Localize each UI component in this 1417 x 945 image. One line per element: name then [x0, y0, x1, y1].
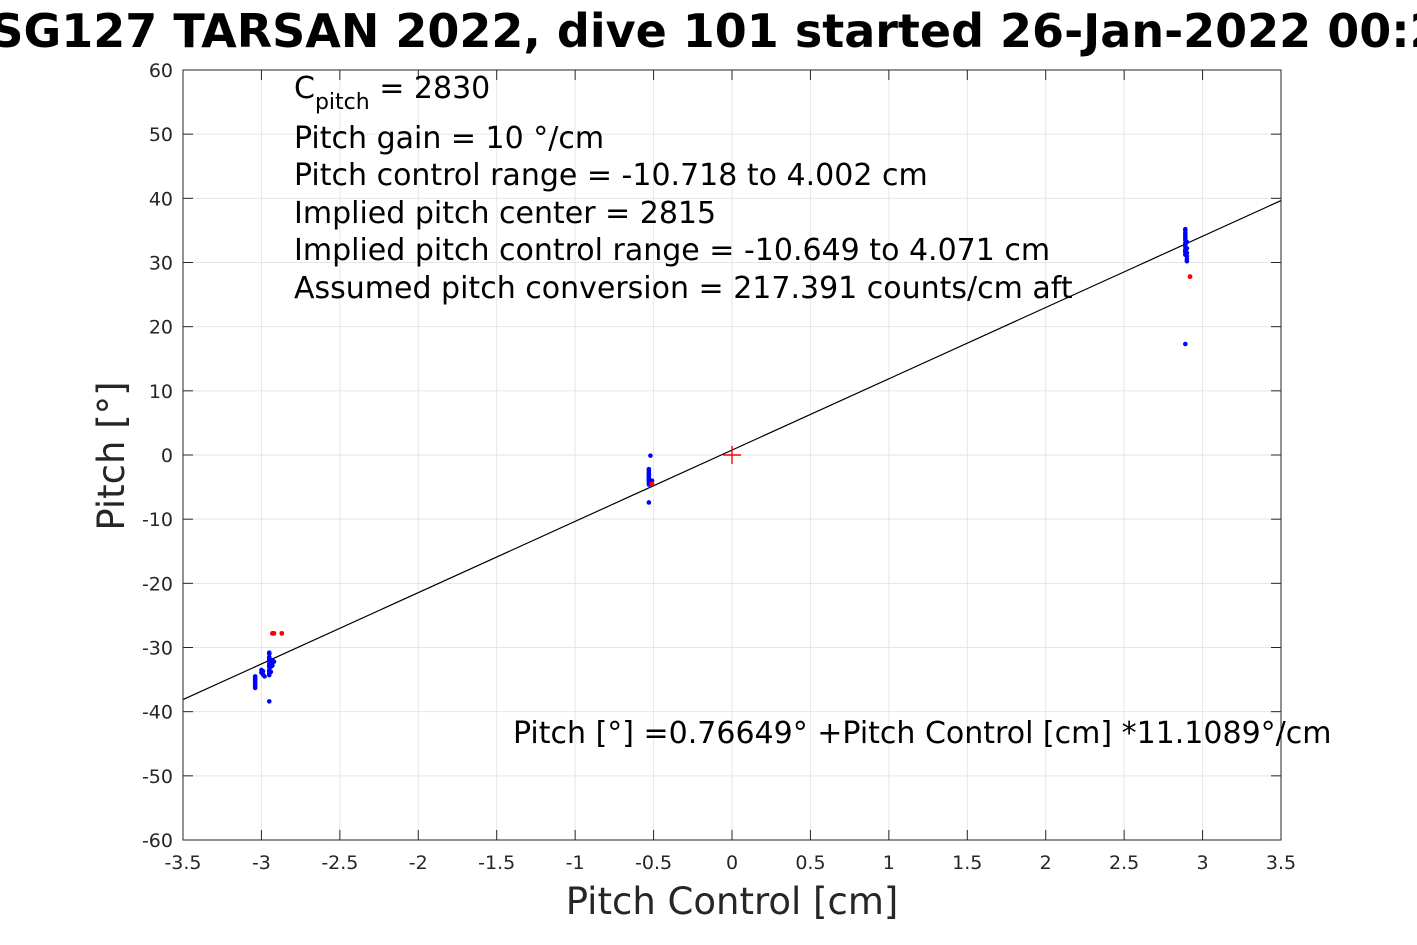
y-tick-label: -20 [142, 573, 173, 595]
axes [182, 69, 1282, 841]
blue-data-point [252, 677, 258, 682]
y-tick-label: 0 [161, 445, 173, 467]
red-data-point [279, 630, 285, 636]
c-pitch-annotation: Cpitch = 2830 [294, 71, 490, 115]
y-tick-label: -50 [142, 766, 173, 788]
blue-data-point [260, 668, 266, 674]
data-points [252, 226, 1193, 704]
x-tick-label: 1 [883, 852, 895, 874]
blue-data-point [1183, 341, 1188, 347]
pitch-gain-annotation: Pitch gain = 10 °/cm [294, 121, 604, 156]
blue-data-point [268, 669, 274, 675]
y-tick-label: 10 [149, 381, 173, 403]
c-pitch-subscript: pitch [315, 90, 370, 115]
blue-data-point [1184, 253, 1190, 259]
y-tick-label: 20 [149, 317, 173, 339]
control-range-annotation: Pitch control range = -10.718 to 4.002 c… [294, 158, 928, 193]
red-data-point [1187, 274, 1193, 280]
implied-range-annotation: Implied pitch control range = -10.649 to… [294, 233, 1050, 268]
x-tick-label: 2.5 [1109, 852, 1139, 874]
blue-data-point [262, 674, 267, 679]
blue-data-point [648, 453, 653, 458]
x-tick-label: -3.5 [164, 852, 201, 874]
blue-data-point [1184, 258, 1190, 264]
y-tick-label: -30 [142, 638, 173, 660]
blue-data-point [1184, 246, 1190, 251]
blue-data-point [646, 500, 652, 505]
y-tick-label: -40 [142, 702, 173, 724]
x-tick-label: -0.5 [635, 852, 672, 874]
x-tick-label: -1.5 [478, 852, 515, 874]
blue-data-point [1183, 235, 1188, 241]
blue-data-point [1183, 232, 1188, 238]
assumed-conversion-annotation: Assumed pitch conversion = 217.391 count… [294, 271, 1073, 306]
x-tick-label: 0.5 [795, 852, 825, 874]
y-tick-label: 60 [149, 60, 173, 82]
blue-data-point [271, 659, 277, 664]
red-data-point [649, 481, 655, 487]
blue-data-point [646, 466, 652, 472]
x-tick-label: -3 [252, 852, 271, 874]
y-tick-label: 50 [149, 124, 173, 146]
blue-data-point [646, 472, 652, 478]
red-data-point [271, 630, 277, 636]
c-pitch-value: = 2830 [370, 71, 491, 106]
x-tick-label: 1.5 [952, 852, 982, 874]
fit-equation-annotation: Pitch [°] =0.76649° +Pitch Control [cm] … [513, 716, 1331, 751]
x-tick-label: 3.5 [1266, 852, 1296, 874]
y-tick-label: 30 [149, 253, 173, 275]
blue-data-point [266, 650, 272, 655]
x-tick-label: -2.5 [321, 852, 358, 874]
x-tick-label: -1 [566, 852, 585, 874]
chart-title: SG127 TARSAN 2022, dive 101 started 26-J… [0, 4, 1417, 58]
blue-data-point [1184, 250, 1190, 256]
y-axis-label: Pitch [°] [90, 381, 133, 530]
x-tick-label: 3 [1197, 852, 1209, 874]
blue-data-point [266, 699, 272, 704]
x-axis-label: Pitch Control [cm] [566, 880, 899, 923]
blue-data-point [270, 663, 275, 668]
blue-data-point [252, 685, 258, 691]
blue-data-point [1184, 239, 1190, 245]
x-tick-label: 2 [1040, 852, 1052, 874]
c-pitch-main: C [294, 71, 315, 106]
y-tick-label: -60 [142, 830, 173, 852]
implied-center-annotation: Implied pitch center = 2815 [294, 196, 716, 231]
x-tick-label: 0 [726, 852, 738, 874]
x-tick-label: -2 [409, 852, 428, 874]
blue-data-point [1183, 228, 1188, 233]
y-tick-label: -10 [142, 509, 173, 531]
y-tick-label: 40 [149, 188, 173, 210]
grid [182, 69, 1282, 841]
tick-labels: -3.5 -3 -2.5 -2 -1.5 -1 -0.5 0 0.5 1 1.5 2 2.5 3 3.5 60… [142, 60, 1296, 874]
